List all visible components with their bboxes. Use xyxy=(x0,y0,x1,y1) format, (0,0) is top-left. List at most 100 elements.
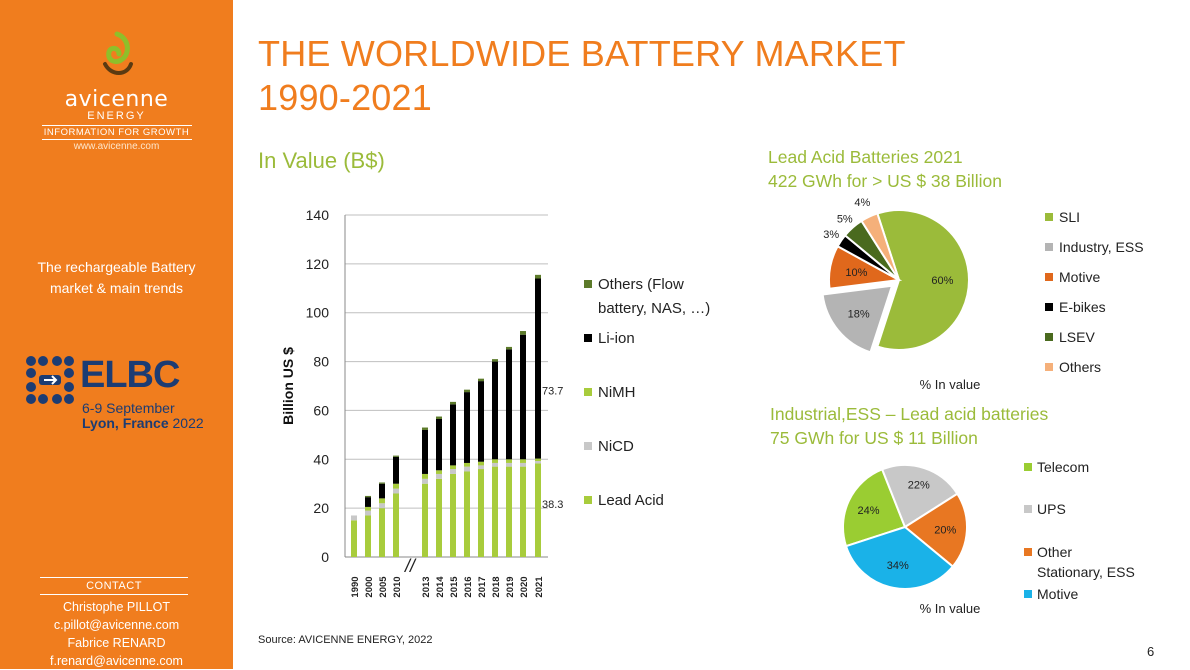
contact-email-1[interactable]: c.pillot@avicenne.com xyxy=(53,618,180,632)
contact-heading: CONTACT xyxy=(40,577,188,595)
avicenne-logo: avicenne ENERGY INFORMATION FOR GROWTH w… xyxy=(0,30,233,152)
page-number: 6 xyxy=(1147,644,1155,659)
legend-label: NiMH xyxy=(598,384,636,401)
bar-1990-1 xyxy=(351,515,357,521)
lead-legend-label: Motive xyxy=(1059,269,1100,285)
lead-pie-slice-label: 4% xyxy=(854,197,870,209)
x-tick-label: 2019 xyxy=(505,576,516,597)
slide-title-line-2: 1990-2021 xyxy=(258,77,432,118)
elbc-date-days: 6-9 September xyxy=(82,400,175,416)
y-tick-label: 100 xyxy=(306,305,330,321)
x-tick-label: 2017 xyxy=(477,576,488,597)
x-tick-label: 2015 xyxy=(449,576,460,598)
ind-pie-slice-1 xyxy=(880,464,959,529)
bar-2018-3 xyxy=(492,361,498,460)
bar-2016-1 xyxy=(464,466,470,472)
lead-legend-swatch xyxy=(1045,333,1053,341)
bar-2015-1 xyxy=(450,469,456,474)
bar-2021-2 xyxy=(535,458,541,461)
x-tick-label: 2016 xyxy=(463,576,474,597)
ind-pie-slice-label: 20% xyxy=(934,525,956,537)
bar-1990-0 xyxy=(351,520,357,557)
bar-2014-4 xyxy=(436,416,442,419)
ind-legend-label: Motive xyxy=(1037,586,1078,602)
bar-2016-2 xyxy=(464,462,470,467)
bar-2021-0 xyxy=(535,463,541,557)
ind-pie-slice-label: 24% xyxy=(858,505,880,517)
tagline-line-1: The rechargeable Battery xyxy=(37,259,196,275)
industrial-pie-title-line-1: Industrial,ESS – Lead acid batteries xyxy=(770,404,1049,424)
bar-2018-4 xyxy=(492,359,498,362)
bar-2019-0 xyxy=(506,466,512,557)
slide-title: THE WORLDWIDE BATTERY MARKET 1990-2021 xyxy=(258,32,906,120)
bar-2005-4 xyxy=(379,482,385,484)
bar-2000-1 xyxy=(365,510,371,516)
contact-email-2[interactable]: f.renard@avicenne.com xyxy=(50,654,183,668)
elbc-location: Lyon, France 2022 xyxy=(82,416,204,431)
bar-2016-3 xyxy=(464,392,470,463)
y-axis-label: Billion US $ xyxy=(280,347,296,425)
bar-2017-1 xyxy=(478,465,484,470)
sidebar: avicenne ENERGY INFORMATION FOR GROWTH w… xyxy=(0,0,233,669)
legend-label: NiCD xyxy=(598,438,634,455)
bar-2019-4 xyxy=(506,346,512,350)
logo-tagline: INFORMATION FOR GROWTH xyxy=(41,125,192,140)
legend-swatch xyxy=(584,388,592,396)
lead-pie-slice-1 xyxy=(821,284,894,354)
bar-2013-3 xyxy=(422,429,428,474)
source-note: Source: AVICENNE ENERGY, 2022 xyxy=(258,634,433,646)
ind-pie-slice-label: 34% xyxy=(887,560,909,572)
bar-2018-0 xyxy=(492,466,498,557)
bar-chart-title: In Value (B$) xyxy=(258,148,385,173)
contact-lines: Christophe PILLOT c.pillot@avicenne.com … xyxy=(0,598,233,670)
x-tick-label: 2014 xyxy=(435,576,446,598)
legend-swatch xyxy=(584,496,592,504)
x-tick-label: 2000 xyxy=(364,576,375,597)
bar-2021-1 xyxy=(535,460,541,464)
bar-2016-4 xyxy=(464,389,470,393)
bar-2019-3 xyxy=(506,349,512,460)
lead-pie-slice-label: 5% xyxy=(837,213,853,225)
lead-pie-slice-label: 3% xyxy=(823,229,839,241)
bar-2014-1 xyxy=(436,473,442,479)
bar-2017-2 xyxy=(478,461,484,466)
bar-2017-3 xyxy=(478,381,484,462)
lead-pie-slice-5 xyxy=(860,212,900,281)
bar-2015-4 xyxy=(450,401,456,405)
y-tick-label: 0 xyxy=(321,549,329,565)
elbc-year: 2022 xyxy=(172,415,204,431)
lead-pie-title: Lead Acid Batteries 2021 422 GWh for > U… xyxy=(768,145,1002,193)
lead-legend-swatch xyxy=(1045,363,1053,371)
ind-legend-swatch xyxy=(1024,463,1032,471)
y-tick-label: 120 xyxy=(306,256,330,272)
lead-pie-slice-label: 10% xyxy=(845,267,867,279)
lead-legend-label: SLI xyxy=(1059,209,1080,225)
lead-legend-label: LSEV xyxy=(1059,329,1095,345)
elbc-city: Lyon, France xyxy=(82,415,169,431)
bar-2013-0 xyxy=(422,483,428,557)
lead-pie-slice-0 xyxy=(876,209,970,351)
bar-2005-0 xyxy=(379,508,385,557)
legend-label: Li-ion xyxy=(598,330,635,347)
ind-legend-label: Other xyxy=(1037,544,1072,560)
bar-annotation: 38.3 xyxy=(542,499,563,511)
bar-2005-2 xyxy=(379,498,385,504)
bar-2019-2 xyxy=(506,459,512,463)
tagline-line-2: market & main trends xyxy=(49,280,184,296)
industrial-pie-title: Industrial,ESS – Lead acid batteries 75 … xyxy=(770,402,1048,450)
bar-2000-3 xyxy=(365,497,371,507)
ind-legend-label: Telecom xyxy=(1037,459,1089,475)
bar-2020-2 xyxy=(520,459,526,463)
bar-2014-0 xyxy=(436,478,442,557)
bar-2010-1 xyxy=(393,488,399,494)
ind-legend-swatch xyxy=(1024,590,1032,598)
bar-2015-3 xyxy=(450,404,456,466)
logo-url[interactable]: www.avicenne.com xyxy=(73,141,160,152)
bar-2020-1 xyxy=(520,462,526,467)
elbc-title: ELBC xyxy=(80,354,180,396)
lead-pie-slice-label: 18% xyxy=(848,308,870,320)
bar-2000-4 xyxy=(365,495,371,498)
logo-name: avicenne xyxy=(64,87,169,112)
bar-annotation: 73.7 xyxy=(542,386,563,398)
